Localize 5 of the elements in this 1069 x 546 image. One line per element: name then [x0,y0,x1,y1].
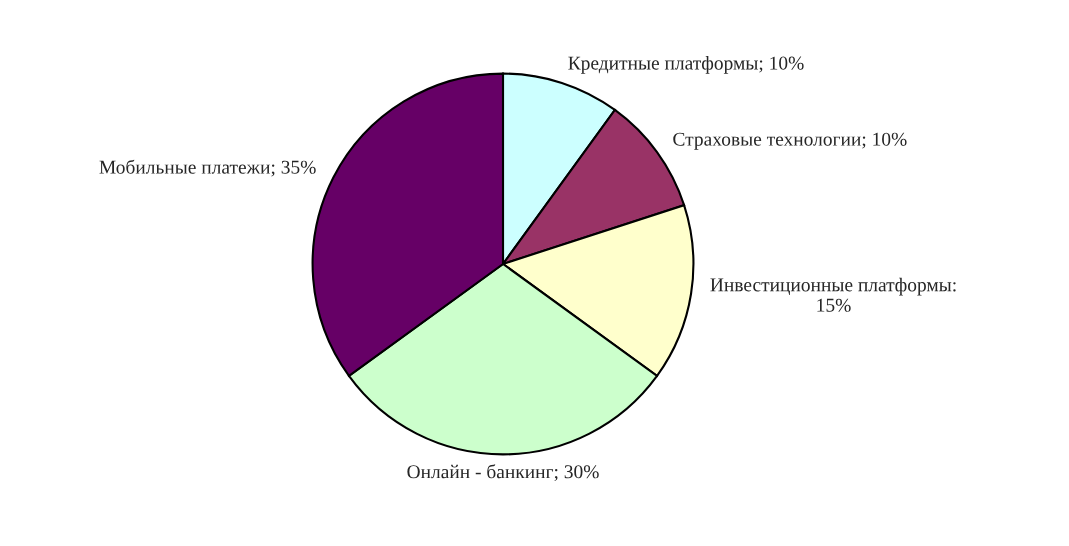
slice-label: Инвестиционные платформы: 15% [710,277,956,312]
slice-label: Кредитные платформы; 10% [568,55,804,74]
slice-label: Онлайн - банкинг; 30% [407,464,599,482]
slice-label: Страховые технологии; 10% [673,132,907,150]
slice-label: Мобильные платежи; 35% [99,159,316,177]
